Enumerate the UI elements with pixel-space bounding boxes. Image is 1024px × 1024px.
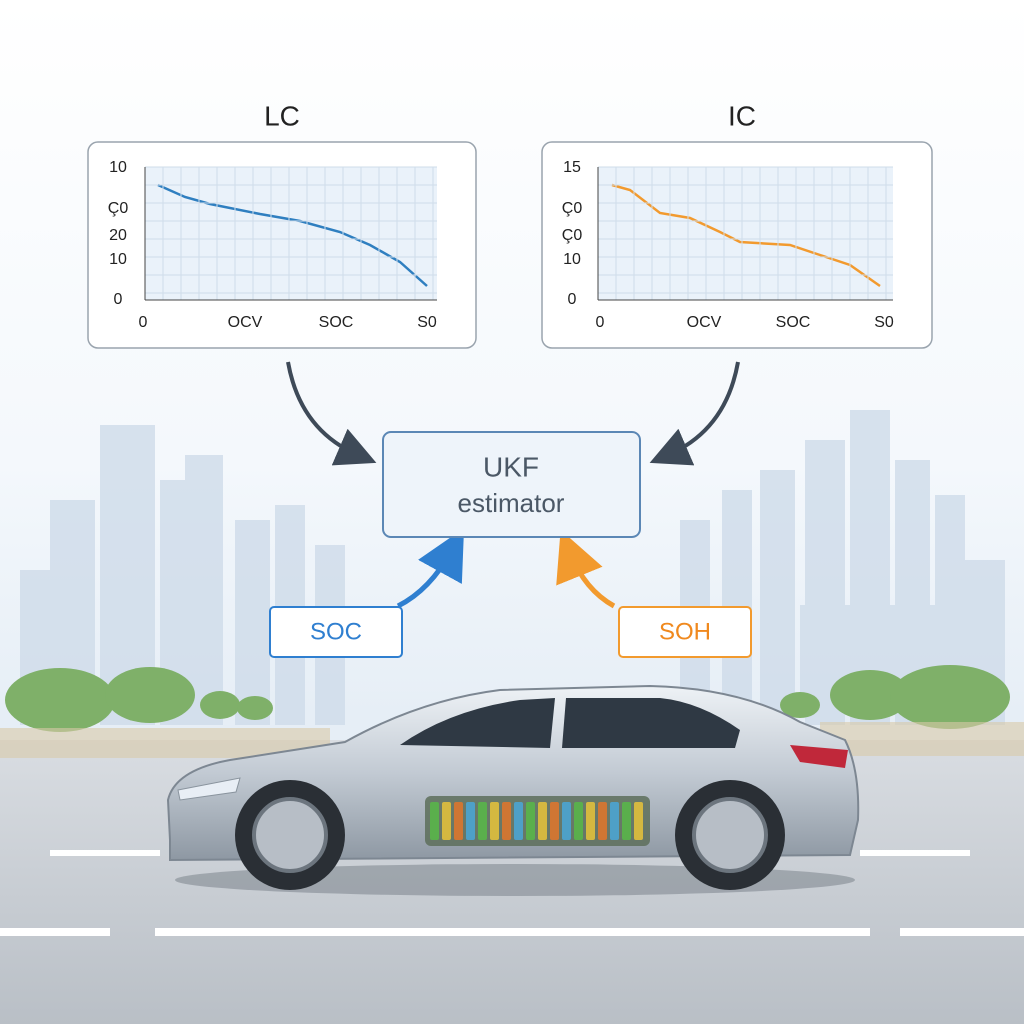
battery-cell — [562, 802, 571, 840]
battery-cell — [634, 802, 643, 840]
arrow — [556, 529, 616, 609]
tree — [890, 665, 1010, 729]
estimator-box — [382, 431, 641, 538]
arrow — [286, 361, 377, 466]
curve — [611, 183, 881, 288]
tree — [5, 668, 115, 732]
roadside — [820, 722, 1024, 756]
rim — [252, 797, 328, 873]
battery-cell — [610, 802, 619, 840]
battery-cells — [430, 802, 643, 840]
car-shadow — [175, 864, 855, 896]
battery-cell — [466, 802, 475, 840]
battery-cell — [430, 802, 439, 840]
input-box — [618, 606, 752, 658]
x-tick-label: OCV — [228, 314, 263, 331]
building — [235, 520, 270, 725]
tail-light — [790, 745, 848, 768]
trees — [5, 665, 1010, 732]
input-label: SOH — [659, 618, 711, 645]
battery-cell — [514, 802, 523, 840]
rim — [692, 797, 768, 873]
y-tick-label: 10 — [109, 159, 127, 176]
battery-cell — [622, 802, 631, 840]
lane-marking — [50, 850, 160, 856]
arrow — [396, 528, 465, 609]
x-tick-label: 0 — [139, 314, 148, 331]
battery-cell — [442, 802, 451, 840]
lane-marking — [900, 928, 1024, 936]
battery-cell — [598, 802, 607, 840]
x-tick-label: S0 — [874, 314, 894, 331]
y-tick-label: 10 — [109, 251, 127, 268]
battery-cell — [490, 802, 499, 840]
grid — [144, 166, 893, 301]
tree — [237, 696, 273, 720]
car-window — [400, 698, 555, 748]
x-tick-label: SOC — [776, 314, 811, 331]
input-label: SOC — [310, 618, 362, 645]
panel — [541, 141, 933, 349]
y-tick-label: Ç0 — [108, 200, 129, 217]
building — [185, 455, 223, 725]
input-box — [269, 606, 403, 658]
headlight — [177, 777, 241, 801]
lane-marking — [860, 850, 970, 856]
panel-title: IC — [728, 100, 756, 131]
lane-marking — [0, 928, 110, 936]
y-tick-label: 10 — [563, 251, 581, 268]
tree — [830, 670, 910, 720]
battery-cell — [574, 802, 583, 840]
tree — [200, 691, 240, 719]
battery-cell — [454, 802, 463, 840]
car-window — [562, 698, 740, 748]
x-tick-label: OCV — [687, 314, 722, 331]
battery-cell — [538, 802, 547, 840]
y-tick-label: 0 — [114, 291, 123, 308]
x-tick-label: S0 — [417, 314, 437, 331]
estimator-subtitle: estimator — [458, 488, 565, 518]
y-tick-label: Ç0 — [562, 200, 583, 217]
building — [760, 470, 795, 725]
battery-cell — [502, 802, 511, 840]
battery-cell — [478, 802, 487, 840]
panel-title: LC — [264, 100, 300, 131]
y-tick-label: Ç0 — [562, 227, 583, 244]
battery-cell — [550, 802, 559, 840]
battery-cell — [526, 802, 535, 840]
x-tick-label: 0 — [596, 314, 605, 331]
battery-cell — [586, 802, 595, 840]
x-tick-label: SOC — [319, 314, 354, 331]
plot-area — [598, 167, 893, 300]
tree — [105, 667, 195, 723]
tree — [780, 692, 820, 718]
y-tick-label: 0 — [568, 291, 577, 308]
y-tick-label: 20 — [109, 227, 127, 244]
estimator-title: UKF — [483, 451, 539, 482]
plot-area — [145, 167, 437, 300]
arrow — [649, 361, 740, 466]
y-tick-label: 15 — [563, 159, 581, 176]
car — [166, 684, 860, 896]
lane-marking — [155, 928, 870, 936]
